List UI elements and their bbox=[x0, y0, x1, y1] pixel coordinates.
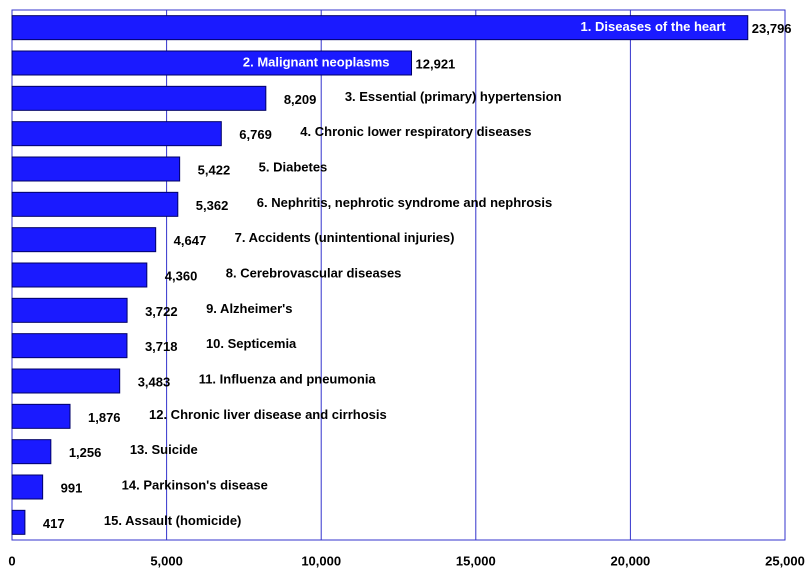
value-label: 6,769 bbox=[239, 127, 272, 142]
category-label: 1. Diseases of the heart bbox=[581, 19, 727, 34]
value-label: 3,718 bbox=[145, 339, 178, 354]
bar bbox=[11, 439, 52, 465]
value-label: 23,796 bbox=[752, 21, 792, 36]
bar bbox=[11, 297, 128, 323]
category-label: 11. Influenza and pneumonia bbox=[199, 371, 377, 386]
value-label: 5,422 bbox=[198, 162, 231, 177]
value-label: 1,256 bbox=[69, 445, 102, 460]
bar bbox=[11, 509, 26, 535]
category-label: 3. Essential (primary) hypertension bbox=[345, 89, 562, 104]
x-tick-label: 25,000 bbox=[765, 553, 805, 568]
category-label: 12. Chronic liver disease and cirrhosis bbox=[149, 407, 387, 422]
bar bbox=[11, 368, 121, 394]
category-label: 13. Suicide bbox=[130, 442, 198, 457]
x-tick-label: 5,000 bbox=[150, 553, 183, 568]
bar bbox=[11, 333, 128, 359]
category-label: 7. Accidents (unintentional injuries) bbox=[235, 230, 455, 245]
category-label: 2. Malignant neoplasms bbox=[243, 54, 390, 69]
value-label: 991 bbox=[61, 480, 83, 495]
bar bbox=[11, 227, 157, 253]
bar bbox=[11, 121, 222, 147]
x-tick-label: 0 bbox=[8, 553, 15, 568]
value-label: 3,483 bbox=[138, 374, 171, 389]
value-label: 4,360 bbox=[165, 268, 198, 283]
x-tick-label: 10,000 bbox=[301, 553, 341, 568]
bar bbox=[11, 50, 413, 76]
category-label: 6. Nephritis, nephrotic syndrome and nep… bbox=[257, 195, 552, 210]
bar bbox=[11, 262, 148, 288]
value-label: 5,362 bbox=[196, 198, 229, 213]
x-tick-label: 20,000 bbox=[611, 553, 651, 568]
bar bbox=[11, 474, 44, 500]
category-label: 9. Alzheimer's bbox=[206, 301, 292, 316]
value-label: 3,722 bbox=[145, 304, 178, 319]
value-label: 1,876 bbox=[88, 410, 121, 425]
bar bbox=[11, 403, 71, 429]
bar bbox=[11, 191, 179, 217]
bar bbox=[11, 15, 749, 41]
bar bbox=[11, 85, 267, 111]
value-label: 4,647 bbox=[174, 233, 207, 248]
category-label: 10. Septicemia bbox=[206, 336, 297, 351]
category-label: 15. Assault (homicide) bbox=[104, 513, 242, 528]
value-label: 417 bbox=[43, 516, 65, 531]
x-tick-label: 15,000 bbox=[456, 553, 496, 568]
value-label: 12,921 bbox=[416, 56, 456, 71]
bar bbox=[11, 156, 181, 182]
value-label: 8,209 bbox=[284, 92, 317, 107]
category-label: 8. Cerebrovascular diseases bbox=[226, 265, 402, 280]
category-label: 4. Chronic lower respiratory diseases bbox=[300, 124, 531, 139]
category-label: 14. Parkinson's disease bbox=[122, 477, 268, 492]
category-label: 5. Diabetes bbox=[259, 159, 328, 174]
